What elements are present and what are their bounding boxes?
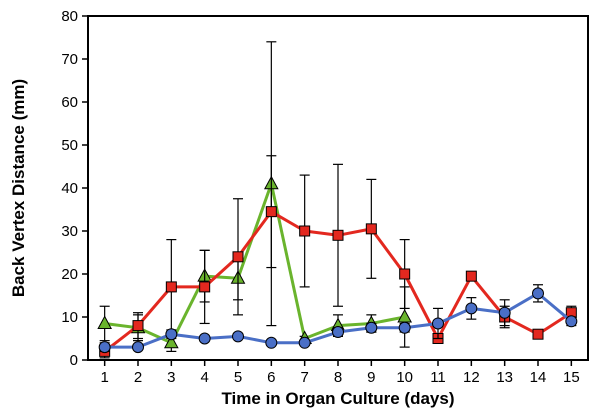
data-point (498, 306, 511, 319)
data-point (132, 320, 144, 332)
data-point (365, 321, 378, 334)
x-axis-title: Time in Organ Culture (days) (221, 389, 454, 408)
data-point (532, 287, 544, 300)
x-tick-label: 11 (430, 369, 446, 386)
y-tick-label: 70 (61, 51, 78, 68)
y-tick-label: 10 (61, 309, 78, 326)
y-tick-label: 80 (61, 8, 78, 25)
x-tick-label: 1 (100, 369, 108, 386)
y-axis-title: Back Vertex Distance (mm) (9, 79, 28, 297)
x-tick-label: 12 (463, 369, 480, 386)
data-point (432, 317, 444, 330)
data-point (397, 308, 413, 323)
data-point (165, 328, 178, 341)
x-tick-label: 3 (167, 369, 175, 386)
data-point (399, 268, 411, 280)
data-point (465, 302, 478, 315)
x-tick-label: 14 (530, 369, 547, 386)
series-triangle (97, 41, 413, 352)
series-circle (98, 284, 578, 354)
data-point (299, 225, 311, 237)
data-point (97, 315, 113, 329)
data-point (98, 341, 111, 354)
y-tick-label: 0 (70, 352, 78, 369)
x-tick-label: 2 (134, 369, 142, 386)
plot-frame (87, 15, 589, 361)
data-point (199, 281, 211, 293)
data-point (298, 336, 311, 349)
x-tick-label: 6 (267, 369, 275, 386)
y-tick-label: 40 (61, 180, 78, 197)
x-tick-label: 8 (334, 369, 342, 386)
y-tick-label: 20 (61, 266, 78, 283)
series-line (104, 182, 405, 345)
data-point (398, 321, 411, 334)
data-point (265, 206, 277, 218)
x-tick-label: 5 (234, 369, 242, 386)
data-point (132, 341, 144, 354)
plot-area (97, 41, 578, 359)
y-tick-label: 30 (61, 223, 78, 240)
x-axis-ticks: 1 2 3 4 5 6 7 8 9 10 11 12 13 14 15 (100, 360, 580, 386)
series-square (99, 155, 577, 359)
y-tick-label: 50 (61, 137, 78, 154)
x-tick-label: 13 (496, 369, 513, 386)
data-point (332, 326, 344, 339)
y-tick-label: 60 (61, 94, 78, 111)
data-point (163, 334, 179, 349)
x-tick-label: 4 (200, 369, 208, 386)
data-point (465, 270, 477, 282)
data-point (165, 281, 177, 293)
data-point (565, 315, 578, 328)
data-point (332, 229, 344, 241)
y-axis-ticks: 0 10 20 30 40 50 60 70 80 (61, 8, 88, 369)
x-tick-label: 7 (300, 369, 308, 386)
data-point (198, 332, 211, 345)
data-point (265, 336, 278, 349)
data-point (232, 330, 244, 343)
x-tick-label: 15 (563, 369, 580, 386)
data-point (232, 251, 244, 263)
x-tick-label: 9 (367, 369, 375, 386)
x-tick-label: 10 (396, 369, 413, 386)
data-point (532, 328, 544, 340)
data-point (365, 223, 377, 235)
